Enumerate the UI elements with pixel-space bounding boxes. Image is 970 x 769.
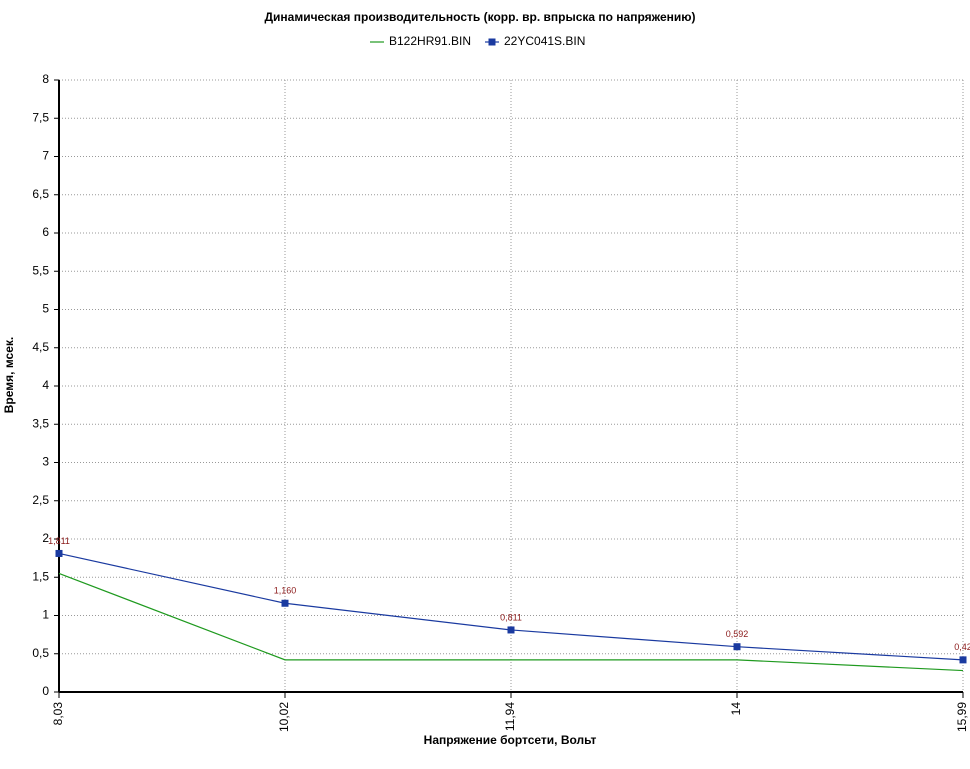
data-label: 0,42 (954, 642, 970, 652)
y-tick-label: 7 (42, 149, 49, 163)
y-tick-label: 5,5 (32, 263, 49, 277)
legend-marker (488, 38, 496, 46)
data-label: 1,811 (48, 536, 70, 546)
y-tick-label: 4,5 (32, 340, 49, 354)
x-tick-label: 10,02 (277, 702, 291, 732)
y-tick-label: 1,5 (32, 569, 49, 583)
y-tick-label: 1 (42, 608, 49, 622)
y-axis-title: Время, мсек. (2, 337, 16, 413)
data-label: 0,592 (726, 629, 749, 639)
data-point (55, 549, 63, 557)
y-tick-label: 4 (42, 378, 49, 392)
y-tick-label: 8 (42, 72, 49, 86)
x-tick-label: 14 (729, 702, 743, 716)
data-point (281, 599, 289, 607)
x-tick-label: 8,03 (51, 702, 65, 726)
y-tick-label: 2 (42, 531, 49, 545)
y-tick-label: 6 (42, 225, 49, 239)
y-tick-label: 0 (42, 684, 49, 698)
y-tick-label: 2,5 (32, 493, 49, 507)
x-tick-label: 11,94 (503, 702, 517, 731)
x-axis-title: Напряжение бортсети, Вольт (424, 733, 597, 747)
data-point (733, 643, 741, 651)
y-tick-label: 7,5 (32, 110, 49, 124)
y-tick-label: 3,5 (32, 416, 49, 430)
legend-label: B122HR91.BIN (389, 34, 471, 48)
y-tick-label: 5 (42, 302, 49, 316)
data-label: 0,811 (500, 612, 522, 622)
data-point (959, 656, 967, 664)
data-point (507, 626, 515, 634)
legend-label: 22YC041S.BIN (504, 34, 585, 48)
y-tick-label: 0,5 (32, 646, 49, 660)
x-tick-label: 15,99 (955, 702, 969, 732)
series-line (58, 572, 964, 672)
y-tick-label: 6,5 (32, 187, 49, 201)
y-tick-label: 3 (42, 455, 49, 469)
chart-title: Динамическая производительность (корр. в… (264, 10, 695, 24)
data-label: 1,160 (274, 586, 297, 596)
